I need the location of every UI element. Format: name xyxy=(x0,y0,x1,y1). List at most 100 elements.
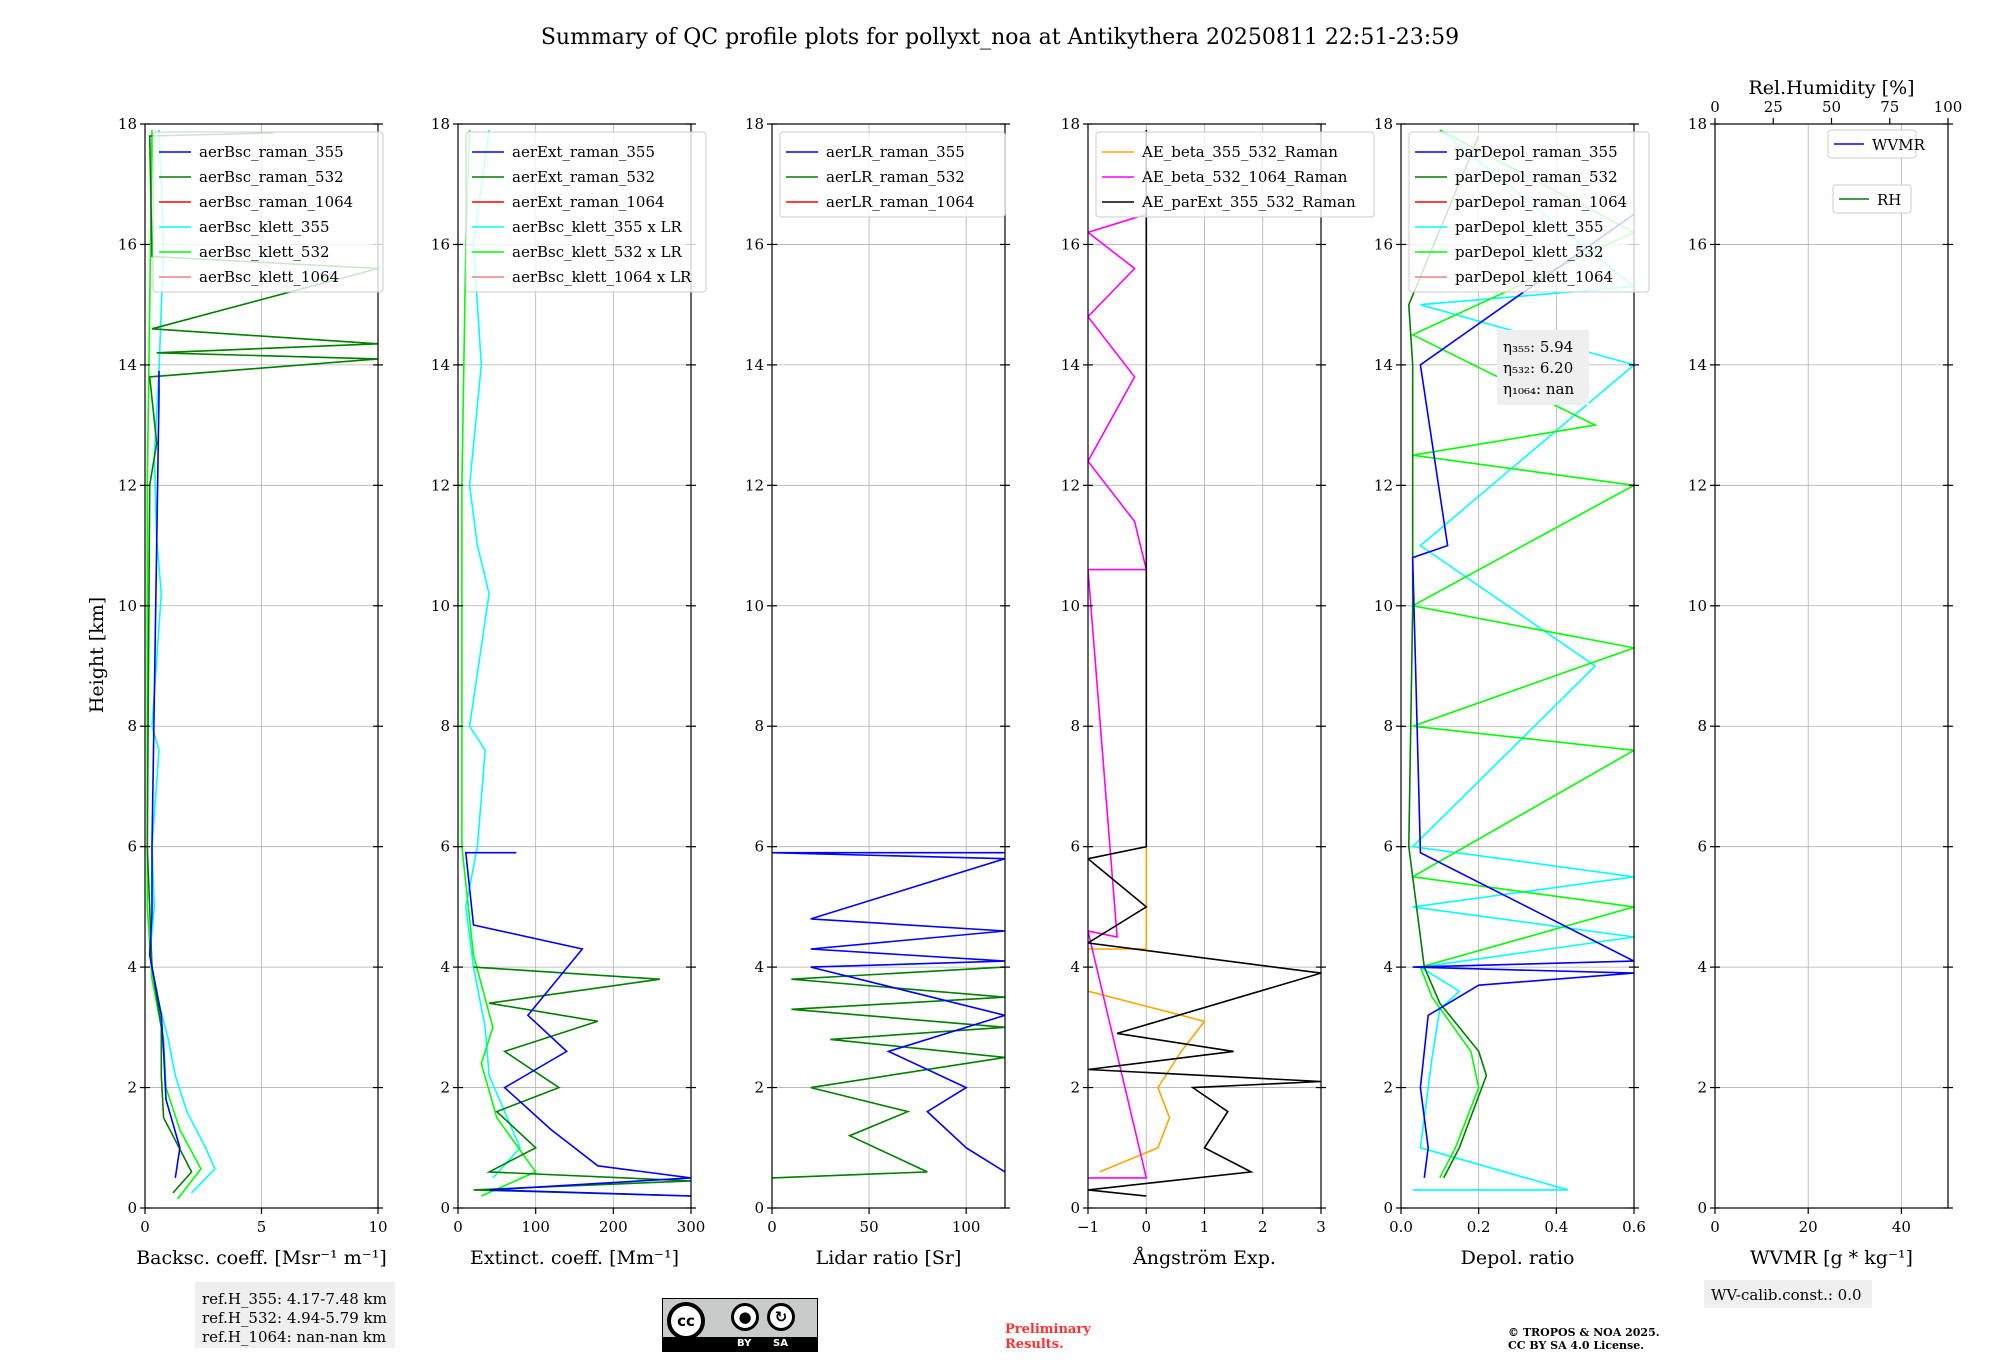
series-parDepol_raman_355 xyxy=(1411,213,1634,1179)
y-tick-label: 4 xyxy=(1070,958,1080,976)
x-tick-label: 1 xyxy=(1200,1218,1210,1236)
top-x-tick-label: 25 xyxy=(1764,98,1783,116)
x-tick-label: 0 xyxy=(1141,1218,1151,1236)
y-tick-label: 10 xyxy=(1688,597,1707,615)
cc-license-logo: cc ● ↻ BY SA xyxy=(662,1298,818,1352)
y-tick-label: 16 xyxy=(1688,235,1707,253)
x-tick-label: 0 xyxy=(1710,1218,1720,1236)
top-axis-label: Rel.Humidity [%] xyxy=(1748,77,1914,99)
y-tick-label: 10 xyxy=(745,597,764,615)
series-aerBsc_klett_532 xyxy=(146,129,202,1200)
x-tick-label: 50 xyxy=(860,1218,879,1236)
axes-frame xyxy=(457,123,692,1209)
series-aerBsc_klett_355 xyxy=(148,129,216,1194)
eta-box: η₃₅₅: 5.94 η₅₃₂: 6.20 η₁₀₆₄: nan xyxy=(1497,330,1589,405)
y-tick-label: 4 xyxy=(440,958,450,976)
legend-label: aerLR_raman_1064 xyxy=(826,193,974,211)
panel-2: 0 2 4 6 8 10 12 14 16 18 0 100 200 300 Extinct. coeff.… xyxy=(431,115,707,1269)
y-tick-label: 14 xyxy=(431,356,450,374)
legend-label: aerBsc_raman_355 xyxy=(199,143,344,161)
y-tick-label: 2 xyxy=(1070,1079,1080,1097)
y-tick-label: 0 xyxy=(1070,1199,1080,1217)
x-tick-label: 0 xyxy=(453,1218,463,1236)
legend-label: aerBsc_klett_355 xyxy=(199,218,330,236)
x-tick-label: 40 xyxy=(1892,1218,1911,1236)
legend-label: aerLR_raman_355 xyxy=(826,143,965,161)
legend: aerBsc_raman_355 aerBsc_raman_532 aerBsc_r… xyxy=(152,131,384,293)
y-tick-label: 16 xyxy=(1374,235,1393,253)
y-tick-label: 8 xyxy=(1383,717,1393,735)
x-tick-label: 3 xyxy=(1316,1218,1326,1236)
y-tick-label: 10 xyxy=(1061,597,1080,615)
y-tick-label: 6 xyxy=(1697,838,1707,856)
eta-1064: η₁₀₆₄: nan xyxy=(1503,380,1574,398)
y-tick-label: 18 xyxy=(118,115,137,133)
x-tick-label: 300 xyxy=(677,1218,706,1236)
x-axis-label: Depol. ratio xyxy=(1461,1247,1575,1269)
legend-label: aerLR_raman_532 xyxy=(826,168,965,186)
y-tick-label: 12 xyxy=(431,476,450,494)
series-group xyxy=(461,129,691,1197)
y-tick-label: 10 xyxy=(431,597,450,615)
legend-label: RH xyxy=(1877,191,1901,209)
y-axis-label: Height [km] xyxy=(86,597,108,713)
legend-label: parDepol_klett_532 xyxy=(1455,243,1604,261)
x-axis-label: Ångström Exp. xyxy=(1132,1247,1276,1269)
y-tick-label: 16 xyxy=(1061,235,1080,253)
by-label: BY xyxy=(737,1338,752,1349)
legend-label: aerExt_raman_1064 xyxy=(512,193,665,211)
series-parDepol_klett_532 xyxy=(1410,129,1634,1179)
axes-frame xyxy=(771,123,1006,1209)
legend-label: parDepol_klett_355 xyxy=(1455,218,1604,236)
legend: aerExt_raman_355 aerExt_raman_532 aerExt_r… xyxy=(465,131,707,293)
sa-icon: ↻ xyxy=(767,1303,795,1331)
x-axis-label: WVMR [g * kg⁻¹] xyxy=(1750,1247,1913,1269)
y-tick-label: 14 xyxy=(1688,356,1707,374)
y-tick-label: 12 xyxy=(1688,476,1707,494)
ref-height-355: ref.H_355: 4.17-7.48 km xyxy=(202,1290,387,1308)
x-tick-label: 0 xyxy=(767,1218,777,1236)
x-tick-label: 0.4 xyxy=(1544,1218,1568,1236)
by-icon: ● xyxy=(731,1303,759,1331)
series-aerLR_raman_532 xyxy=(772,966,1005,1179)
x-axis-label: Backsc. coeff. [Msr⁻¹ m⁻¹] xyxy=(136,1247,387,1269)
axes-frame xyxy=(1400,123,1635,1209)
y-tick-label: 8 xyxy=(127,717,137,735)
legend-label: WVMR xyxy=(1872,136,1926,154)
x-tick-label: 5 xyxy=(257,1218,267,1236)
series-AE_beta_355_532_Raman xyxy=(1088,846,1206,1173)
y-tick-label: 0 xyxy=(440,1199,450,1217)
legend-label: parDepol_klett_1064 xyxy=(1455,268,1613,286)
legend: AE_beta_355_532_Raman AE_beta_532_1064_Ra… xyxy=(1095,131,1375,218)
x-tick-label: 0.6 xyxy=(1622,1218,1646,1236)
top-x-tick-label: 50 xyxy=(1822,98,1841,116)
legend-label: aerExt_raman_355 xyxy=(512,143,655,161)
axes-frame xyxy=(1714,123,1949,1209)
legend-label: parDepol_raman_1064 xyxy=(1455,193,1627,211)
x-tick-label: 200 xyxy=(599,1218,628,1236)
series-group xyxy=(772,851,1005,1179)
x-tick-label: −1 xyxy=(1077,1218,1099,1236)
y-tick-label: 18 xyxy=(745,115,764,133)
y-tick-label: 14 xyxy=(1374,356,1393,374)
legend-label: AE_parExt_355_532_Raman xyxy=(1141,193,1356,211)
legend-label: aerBsc_klett_532 x LR xyxy=(512,243,683,261)
y-tick-label: 0 xyxy=(754,1199,764,1217)
y-tick-label: 12 xyxy=(1374,476,1393,494)
legend-label: parDepol_raman_532 xyxy=(1455,168,1618,186)
y-tick-label: 0 xyxy=(127,1199,137,1217)
legend-label: aerBsc_klett_1064 x LR xyxy=(512,268,692,286)
x-tick-label: 20 xyxy=(1799,1218,1818,1236)
panel-3: 0 2 4 6 8 10 12 14 16 18 0 50 100 Lidar ratio [Sr] aer… xyxy=(745,115,1010,1269)
series-aerBsc_klett_532 x LR xyxy=(461,129,537,1197)
top-x-tick-label: 0 xyxy=(1710,98,1720,116)
ref-height-box: ref.H_355: 4.17-7.48 km ref.H_532: 4.94-… xyxy=(195,1282,395,1348)
y-tick-label: 4 xyxy=(754,958,764,976)
series-aerBsc_klett_355 x LR xyxy=(464,129,522,1179)
y-tick-label: 12 xyxy=(118,476,137,494)
y-tick-label: 10 xyxy=(1374,597,1393,615)
